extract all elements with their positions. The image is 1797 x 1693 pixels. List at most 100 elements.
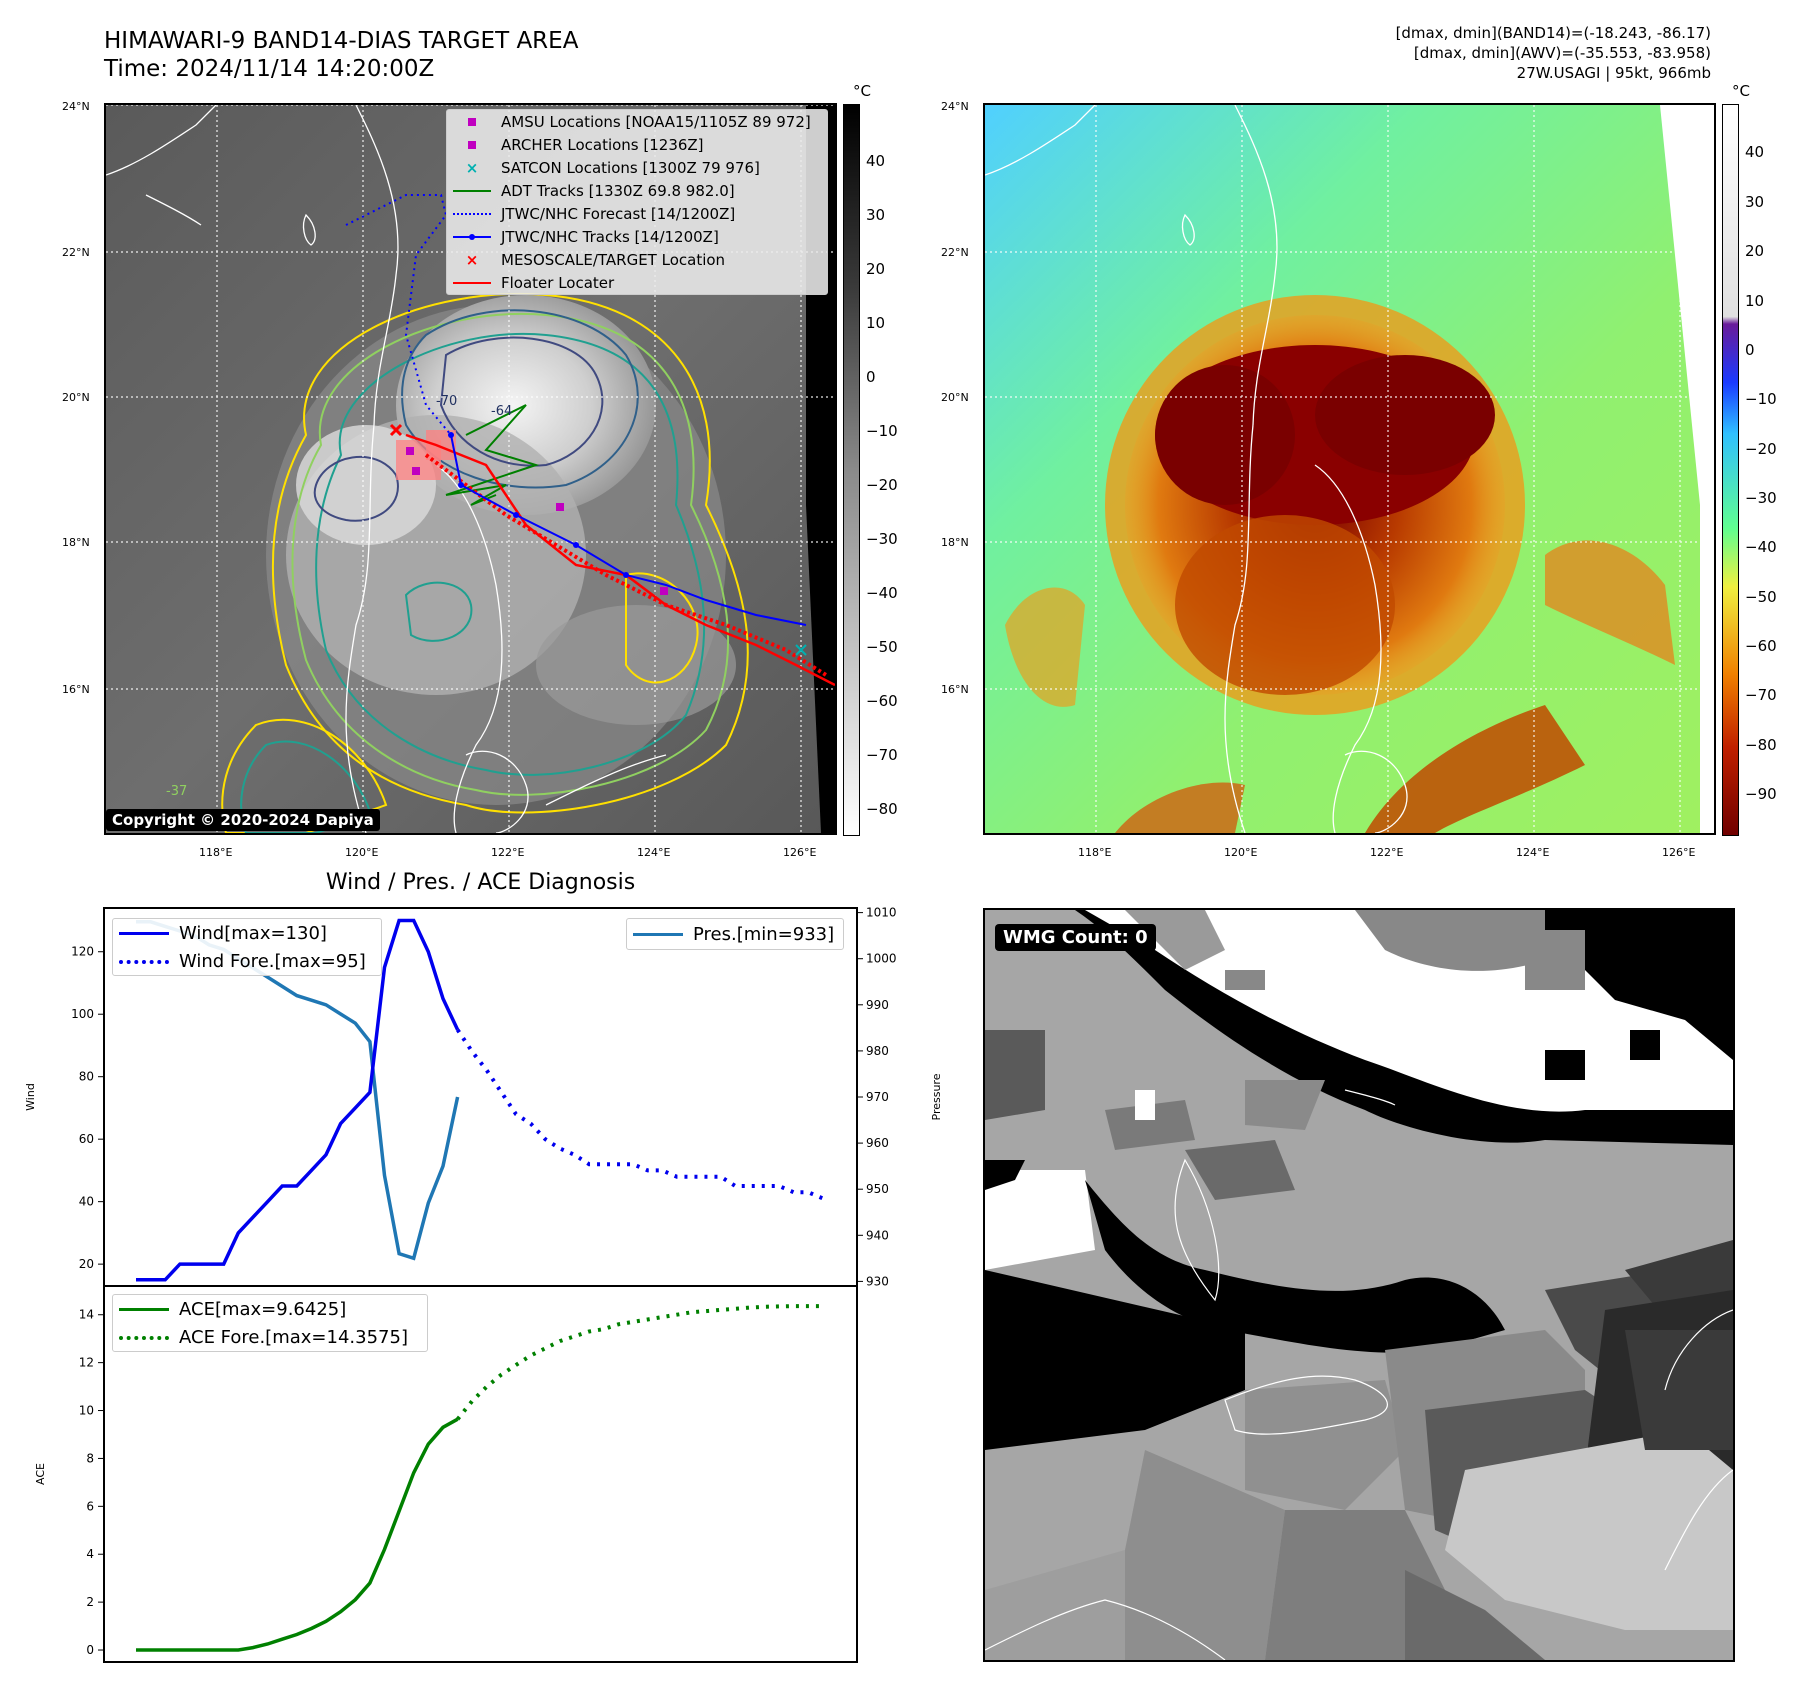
line-icon [453,275,491,291]
colorbar-ir-tick: −70 [866,746,898,764]
ace-tick-label: 6 [86,1499,94,1513]
legend-item-pressure: Pres.[min=933] [627,919,843,949]
line-dot-icon [453,229,491,245]
pressure-tick-label: 930 [866,1274,889,1288]
wmg-map [985,910,1733,1660]
ir-map-panel: -70 -64 -37 AMSU Locations [NOAA15/1105Z… [104,103,837,835]
colorbar-awv-tick: 20 [1745,242,1765,260]
wind-axis-label: Wind [24,1083,37,1111]
lon-label: 122°E [491,846,525,859]
colorbar-ir-tick: −60 [866,692,898,710]
colorbar-awv-tick: −60 [1745,637,1777,655]
diagnosis-title: Wind / Pres. / ACE Diagnosis [325,870,636,895]
colorbar-awv [1722,104,1739,836]
colorbar-awv-tick: 30 [1745,193,1765,211]
colorbar-awv-tick: −10 [1745,390,1777,408]
contour-label-37: -37 [166,784,187,799]
info-storm: 27W.USAGI | 95kt, 966mb [1516,64,1711,82]
lat-label: 16°N [941,683,969,696]
colorbar-awv-tick: −80 [1745,736,1777,754]
line-icon [453,183,491,199]
dotted-line-icon [453,206,491,222]
legend-item-satcon: × SATCON Locations [1300Z 79 976] [447,156,827,179]
pressure-legend: Pres.[min=933] [626,918,844,950]
legend-item-ace-fore: ACE Fore.[max=14.3575] [113,1323,427,1351]
ace-axis-label: ACE [34,1463,47,1485]
colorbar-ir-tick: 30 [866,206,886,224]
ace-tick-label: 4 [86,1547,94,1561]
colorbar-ir-tick: −30 [866,530,898,548]
wind-tick-label: 120 [71,945,94,959]
lon-label: 118°E [1078,846,1112,859]
line-icon [119,1301,169,1317]
legend-item-archer: ARCHER Locations [1236Z] [447,133,827,156]
lon-label: 124°E [637,846,671,859]
lat-label: 24°N [941,100,969,113]
info-band14: [dmax, dmin](BAND14)=(-18.243, -86.17) [1395,24,1711,42]
pressure-tick-label: 990 [866,998,889,1012]
x-marker-icon: × [465,158,479,177]
lon-label: 120°E [345,846,379,859]
lat-label: 18°N [62,536,90,549]
legend-item-adt: ADT Tracks [1330Z 69.8 982.0] [447,179,827,202]
colorbar-ir-tick: 40 [866,152,886,170]
square-marker-icon [453,137,491,153]
colorbar-ir-tick: −20 [866,476,898,494]
colorbar-ir [843,104,860,836]
contour-label-64: -64 [491,404,512,419]
lat-label: 22°N [62,246,90,259]
legend-item-wind-fore: Wind Fore.[max=95] [113,947,381,975]
lat-label: 16°N [62,683,90,696]
colorbar-ir-tick: 0 [866,368,876,386]
pressure-tick-label: 1000 [866,952,897,966]
colorbar-awv-tick: 10 [1745,292,1765,310]
wind-tick-label: 40 [79,1195,94,1209]
colorbar-ir-tick: −80 [866,800,898,818]
awv-map [985,105,1714,833]
lat-label: 22°N [941,246,969,259]
pressure-tick-label: 1010 [866,906,897,920]
figure-time: Time: 2024/11/14 14:20:00Z [104,56,435,82]
contour-label-70: -70 [436,394,457,409]
map-legend: AMSU Locations [NOAA15/1105Z 89 972] ARC… [446,109,828,295]
colorbar-ir-tick: −50 [866,638,898,656]
ace-tick-label: 12 [79,1356,94,1370]
x-marker-icon: × [465,250,479,269]
pressure-axis-label: Pressure [930,1073,943,1120]
copyright-badge: Copyright © 2020-2024 Dapiya [106,809,380,831]
colorbar-ir-tick: 20 [866,260,886,278]
lon-label: 118°E [199,846,233,859]
ace-tick-label: 10 [79,1404,94,1418]
lon-label: 126°E [1662,846,1696,859]
lat-label: 20°N [941,391,969,404]
ace-tick-label: 14 [79,1308,94,1322]
colorbar-awv-tick: 40 [1745,143,1765,161]
lat-label: 20°N [62,391,90,404]
colorbar-awv-tick: −40 [1745,538,1777,556]
ace-line [136,1417,459,1652]
ace-legend: ACE[max=9.6425] ACE Fore.[max=14.3575] [112,1294,428,1352]
wind-tick-label: 60 [79,1132,94,1146]
wind-legend: Wind[max=130] Wind Fore.[max=95] [112,918,382,976]
legend-item-forecast: JTWC/NHC Forecast [14/1200Z] [447,202,827,225]
colorbar-ir-tick: −10 [866,422,898,440]
colorbar-awv-tick: −90 [1745,785,1777,803]
colorbar-ir-tick: −40 [866,584,898,602]
colorbar-awv-unit: °C [1732,82,1750,100]
lon-label: 124°E [1516,846,1550,859]
awv-map-panel [983,103,1716,835]
wind-tick-label: 100 [71,1007,94,1021]
ace-tick-label: 2 [86,1595,94,1609]
info-awv: [dmax, dmin](AWV)=(-35.553, -83.958) [1413,44,1711,62]
colorbar-ir-unit: °C [853,82,871,100]
lon-label: 126°E [783,846,817,859]
colorbar-awv-tick: 0 [1745,341,1755,359]
pressure-tick-label: 970 [866,1090,889,1104]
lon-label: 122°E [1370,846,1404,859]
wind-tick-label: 80 [79,1070,94,1084]
pressure-tick-label: 960 [866,1136,889,1150]
wmg-count-badge: WMG Count: 0 [995,924,1156,951]
colorbar-awv-tick: −50 [1745,588,1777,606]
colorbar-awv-tick: −70 [1745,686,1777,704]
dotted-line-icon [119,953,169,969]
